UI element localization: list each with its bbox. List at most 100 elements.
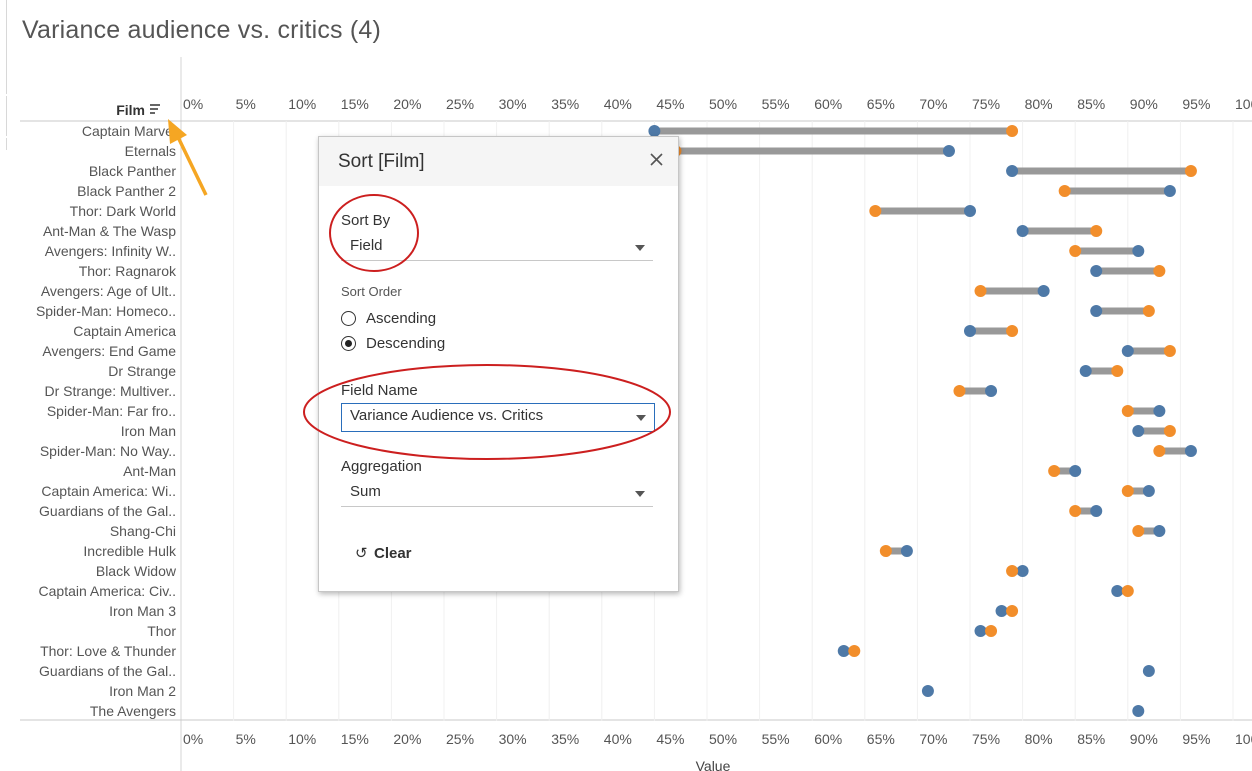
film-label: Captain Marvel [82,123,176,139]
descending-label: Descending [366,335,446,352]
film-label: Eternals [125,143,176,159]
sheet-title: Variance audience vs. critics (4) [22,16,382,44]
x-tick-label-top: 30% [499,96,527,112]
blue-point [1016,565,1029,577]
orange-point [1006,325,1019,337]
blue-point [1069,465,1082,477]
x-tick-label-top: 65% [867,96,895,112]
orange-point [1163,345,1176,357]
x-tick-label-bottom: 20% [393,731,421,747]
blue-point [1090,265,1103,277]
x-tick-label-top: 85% [1077,96,1105,112]
film-label: Iron Man 3 [109,603,176,619]
sort-order-label: Sort Order [341,284,402,299]
blue-point [1132,425,1145,437]
undo-icon: ↺ [355,545,368,562]
blue-point [1090,505,1103,517]
blue-point [1142,665,1155,677]
blue-point [942,145,955,157]
film-label: Avengers: Age of Ult.. [41,283,176,299]
film-label: Incredible Hulk [83,543,177,559]
close-icon[interactable] [647,150,667,170]
film-label: Black Panther [89,163,176,179]
aggregation-dropdown[interactable]: Sum [341,480,653,507]
film-label: Ant-Man & The Wasp [43,223,176,239]
blue-point [985,385,998,397]
x-tick-label-top: 70% [919,96,947,112]
field-name-dropdown[interactable]: Variance Audience vs. Critics [341,403,655,432]
sort-descending-icon[interactable] [150,104,160,114]
orange-point [1163,425,1176,437]
x-tick-label-top: 100% [1235,96,1252,112]
film-label: Thor: Dark World [70,203,176,219]
x-tick-label-top: 20% [393,96,421,112]
chevron-down-icon [636,415,646,421]
field-name-value: Variance Audience vs. Critics [350,407,544,424]
x-tick-label-bottom: 5% [236,731,256,747]
orange-point [1069,505,1082,517]
x-tick-label-bottom: 70% [919,731,947,747]
orange-point [1006,565,1019,577]
descending-radio[interactable]: Descending [341,335,471,355]
blue-point [995,605,1008,617]
blue-point [1142,485,1155,497]
sort-by-value: Field [350,237,383,254]
blue-point [964,325,976,337]
orange-point [1006,605,1019,617]
film-header: Film [116,102,145,118]
x-tick-label-bottom: 75% [972,731,1000,747]
orange-point [1153,445,1166,457]
blue-point [1016,225,1029,237]
film-label: Thor: Ragnarok [79,263,177,279]
film-label: Avengers: End Game [42,343,176,359]
chevron-down-icon [635,245,645,251]
sort-by-label: Sort By [341,212,391,229]
orange-point [1006,125,1019,137]
blue-point [1153,405,1166,417]
orange-point [1121,585,1134,597]
x-tick-label-bottom: 90% [1130,731,1158,747]
film-label: Guardians of the Gal.. [39,503,176,519]
dialog-title: Sort [Film] [338,151,425,172]
ascending-radio[interactable]: Ascending [341,310,461,330]
x-tick-label-top: 40% [604,96,632,112]
blue-point [1121,345,1134,357]
ascending-label: Ascending [366,310,437,327]
orange-point [869,205,882,217]
x-tick-label-top: 10% [288,96,316,112]
x-tick-label-top: 90% [1130,96,1158,112]
x-tick-label-bottom: 65% [867,731,895,747]
film-label: Shang-Chi [110,523,176,539]
x-tick-label-top: 80% [1025,96,1053,112]
film-label: Captain America: Civ.. [39,583,176,599]
x-tick-label-bottom: 25% [446,731,474,747]
x-tick-label-top: 60% [814,96,842,112]
film-label: Captain America [73,323,176,339]
blue-point [1006,165,1019,177]
orange-point [985,625,998,637]
film-label: Avengers: Infinity W.. [45,243,176,259]
orange-point [879,545,892,557]
radio-button-selected[interactable] [341,336,356,351]
x-tick-label-top: 95% [1182,96,1210,112]
film-label: Spider-Man: No Way.. [40,443,176,459]
x-axis-title: Value [696,758,731,771]
blue-point [1090,305,1103,317]
sort-dialog: Sort [Film] Sort By Field Sort Order Asc… [318,136,679,592]
x-tick-label-bottom: 40% [604,731,632,747]
left-panel-edge [0,0,8,771]
x-tick-label-top: 50% [709,96,737,112]
film-label: Thor: Love & Thunder [40,643,176,659]
sort-by-dropdown[interactable]: Field [341,234,653,261]
orange-point [1153,265,1166,277]
x-tick-label-top: 5% [236,96,256,112]
film-label: Guardians of the Gal.. [39,663,176,679]
radio-button[interactable] [341,311,356,326]
x-tick-label-top: 45% [656,96,684,112]
field-name-label: Field Name [341,382,418,399]
x-tick-label-bottom: 0% [183,731,203,747]
orange-point [1184,165,1197,177]
film-label: Iron Man [121,423,176,439]
orange-point [1058,185,1071,197]
x-tick-label-top: 75% [972,96,1000,112]
